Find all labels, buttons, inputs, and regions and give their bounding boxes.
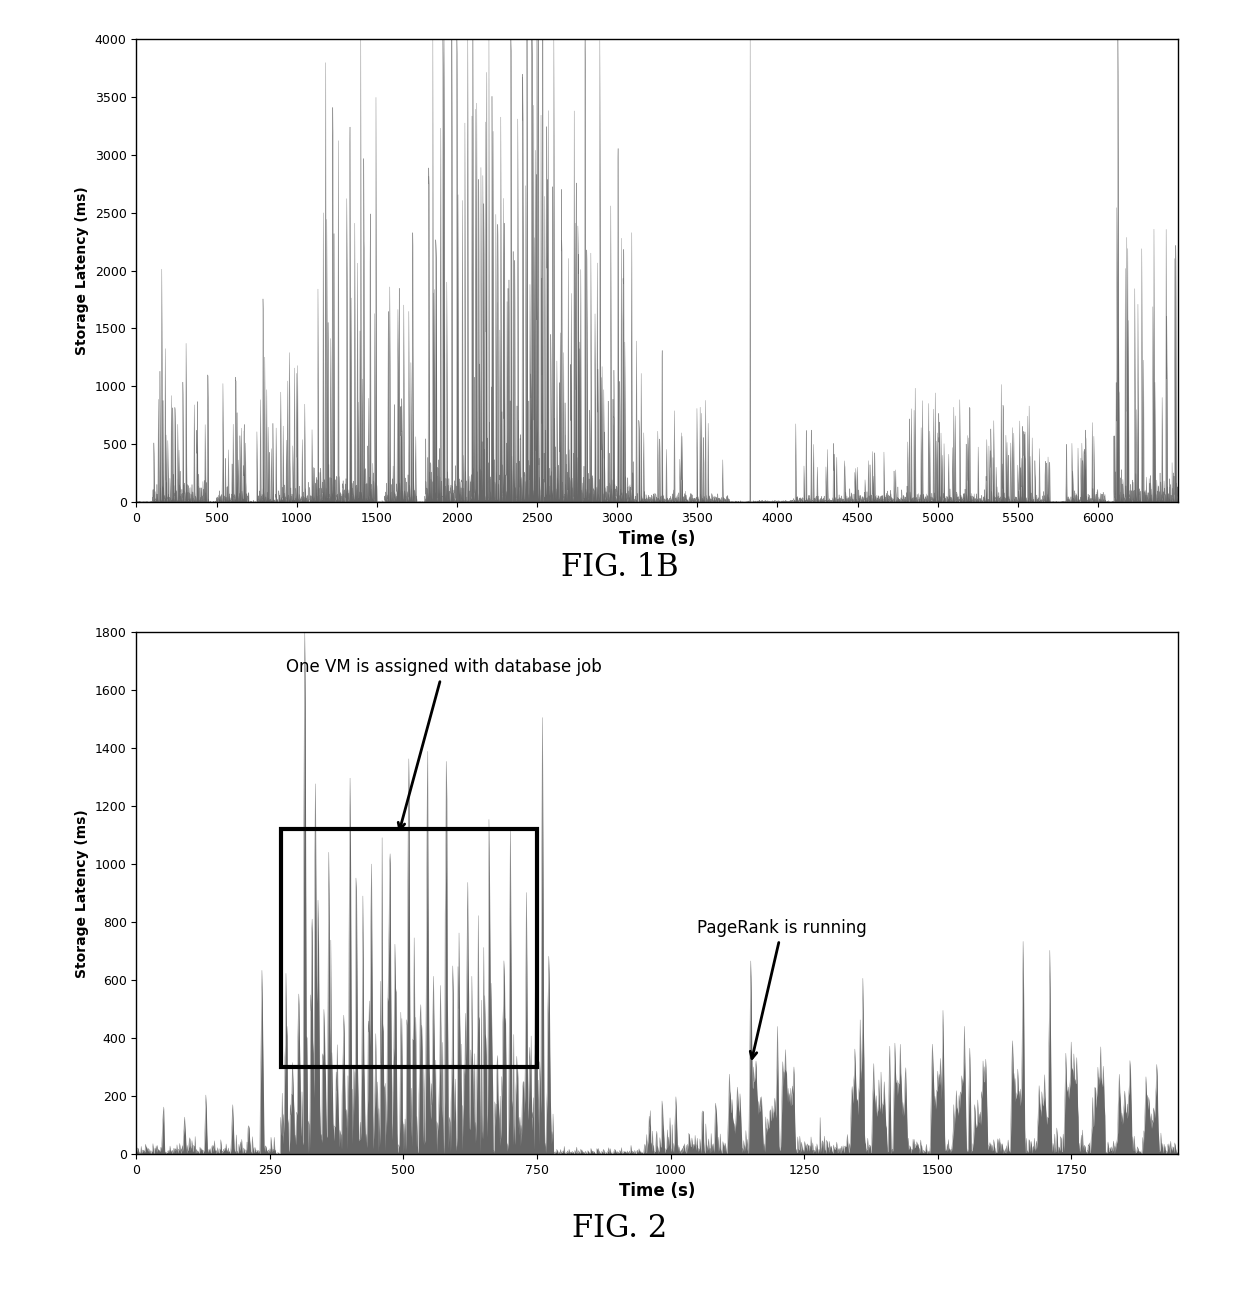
- Bar: [280, 829, 537, 1067]
- Y-axis label: Storage Latency (ms): Storage Latency (ms): [76, 808, 89, 978]
- Text: One VM is assigned with database job: One VM is assigned with database job: [286, 659, 601, 829]
- X-axis label: Time (s): Time (s): [619, 531, 696, 548]
- X-axis label: Time (s): Time (s): [619, 1183, 696, 1200]
- Text: FIG. 1B: FIG. 1B: [562, 552, 678, 583]
- Y-axis label: Storage Latency (ms): Storage Latency (ms): [76, 186, 89, 355]
- Text: PageRank is running: PageRank is running: [697, 919, 867, 1059]
- Text: FIG. 2: FIG. 2: [573, 1213, 667, 1244]
